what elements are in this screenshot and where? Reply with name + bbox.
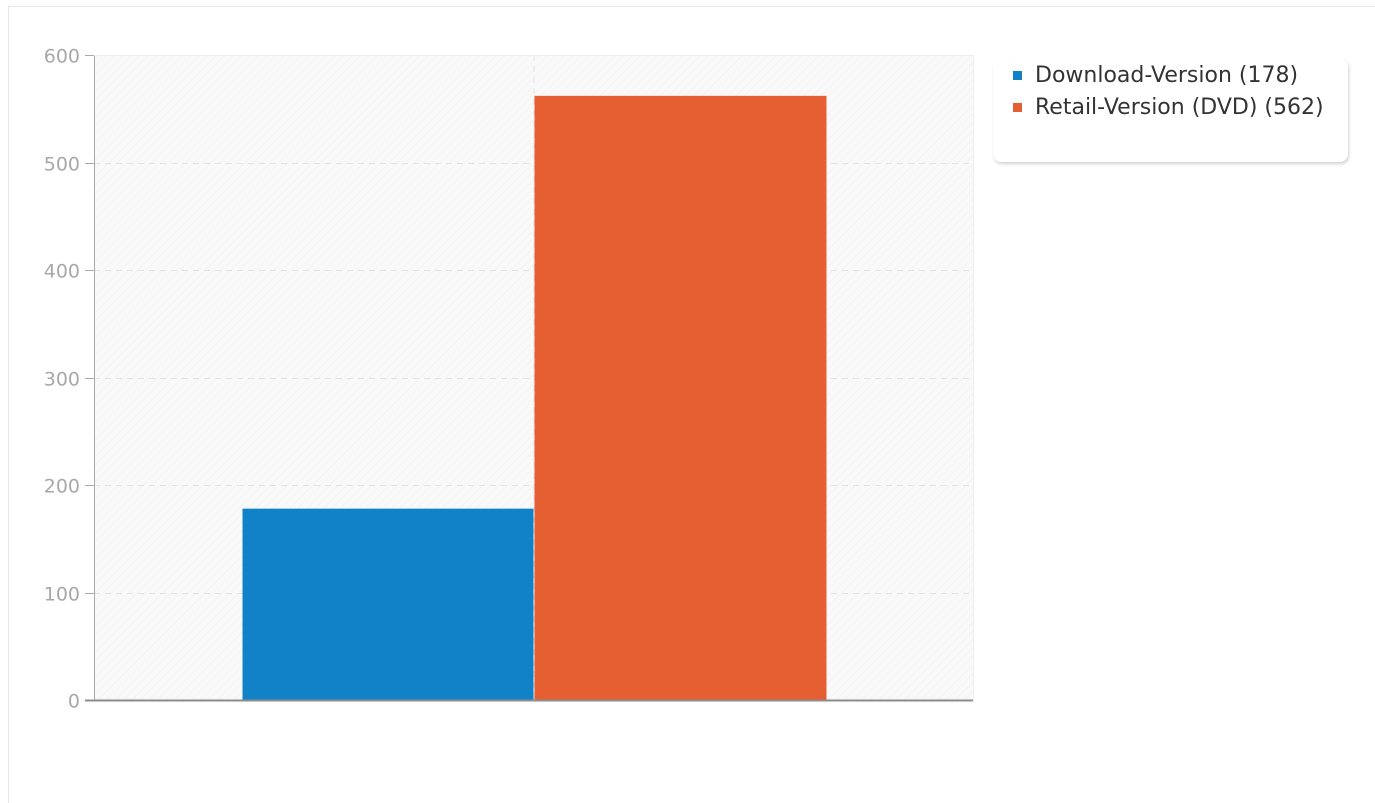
y-tick-label-600: 600 xyxy=(44,46,80,68)
bar-2 xyxy=(534,95,827,701)
legend-swatch-2 xyxy=(1013,103,1022,112)
y-tick-label-500: 500 xyxy=(44,154,80,176)
legend-label-1: Download-Version (178) xyxy=(1035,63,1299,88)
y-tick-label-0: 0 xyxy=(68,691,80,713)
legend-swatch-1 xyxy=(1013,71,1022,80)
legend-item-1: Download-Version (178) xyxy=(1007,60,1338,92)
legend-item-2: Retail-Version (DVD) (562) xyxy=(1007,92,1338,124)
y-tick-label-100: 100 xyxy=(44,584,80,606)
legend-label-2: Retail-Version (DVD) (562) xyxy=(1035,95,1324,120)
bars xyxy=(242,95,827,701)
bar-1 xyxy=(242,508,534,700)
y-tick-label-400: 400 xyxy=(44,261,80,283)
axes xyxy=(85,55,974,702)
y-tick-label-300: 300 xyxy=(44,369,80,391)
chart-frame xyxy=(8,6,1375,803)
y-tick-labels: 0 100 200 300 400 500 600 xyxy=(44,46,80,713)
legend: Download-Version (178) Retail-Version (DV… xyxy=(993,58,1348,162)
y-tick-label-200: 200 xyxy=(44,476,80,498)
